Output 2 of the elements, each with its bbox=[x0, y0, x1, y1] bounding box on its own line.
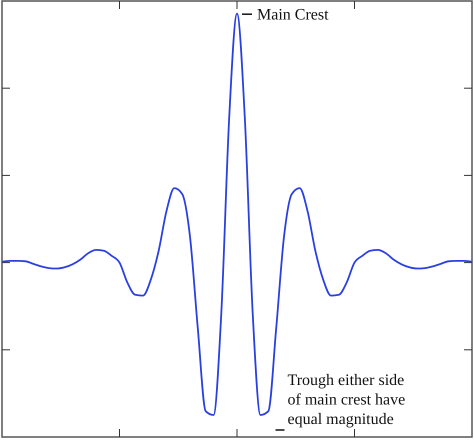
annotation: Trough either side of main crest have equal magnitude bbox=[288, 372, 406, 428]
annotation: Main Crest bbox=[257, 6, 330, 24]
